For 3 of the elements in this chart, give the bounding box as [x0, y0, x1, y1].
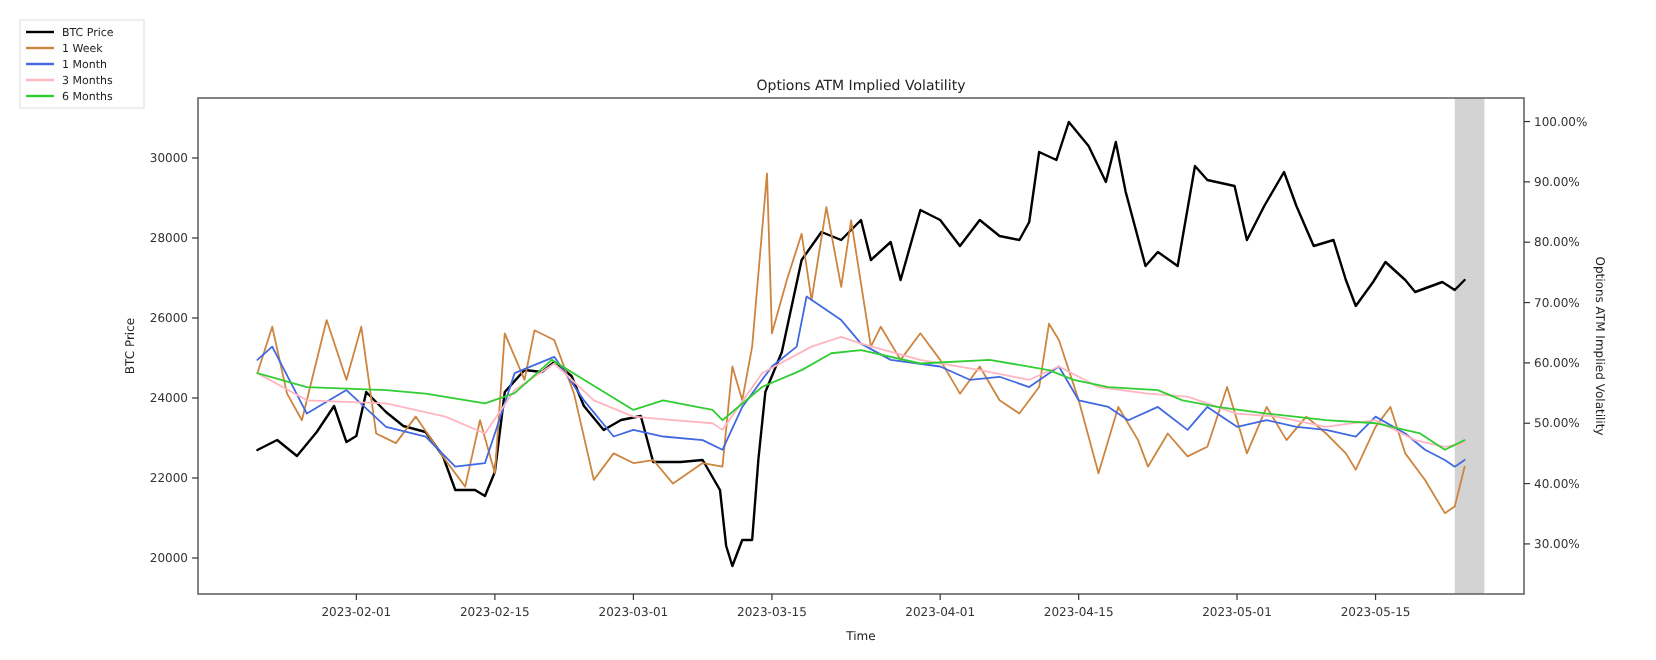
line-series — [256, 295, 1466, 468]
line-series — [256, 172, 1466, 515]
line-series — [256, 120, 1466, 568]
